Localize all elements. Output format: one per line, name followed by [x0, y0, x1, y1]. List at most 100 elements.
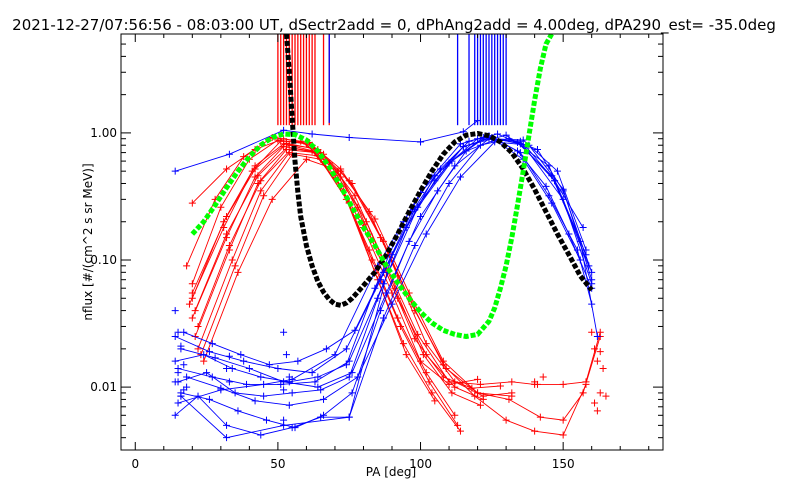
- data-point: [593, 407, 601, 415]
- data-point: [191, 307, 199, 315]
- data-point: [185, 300, 193, 308]
- data-point: [203, 369, 211, 377]
- data-point: [188, 199, 196, 207]
- data-point: [177, 342, 185, 350]
- data-point: [591, 399, 599, 407]
- data-point: [280, 143, 288, 151]
- data-point: [225, 352, 233, 360]
- data-point: [274, 365, 282, 373]
- data-point: [402, 351, 410, 359]
- data-point: [282, 139, 290, 147]
- data-point: [471, 392, 479, 400]
- data-point: [231, 262, 239, 270]
- data-point: [171, 307, 179, 315]
- data-point: [288, 424, 296, 432]
- data-point: [425, 378, 433, 386]
- data-point: [280, 416, 288, 424]
- data-point: [314, 373, 322, 381]
- data-point: [536, 413, 544, 421]
- data-point: [322, 345, 330, 353]
- data-point: [171, 378, 179, 386]
- data-point: [285, 373, 293, 381]
- data-point: [200, 357, 208, 365]
- data-point: [417, 357, 425, 365]
- data-point: [225, 150, 233, 158]
- data-point: [345, 357, 353, 365]
- data-point: [382, 289, 390, 297]
- data-point: [456, 427, 464, 435]
- data-point: [593, 357, 601, 365]
- extra-points-blue_group: [171, 307, 293, 424]
- data-point: [445, 159, 453, 167]
- data-point: [277, 380, 285, 388]
- data-point: [474, 389, 482, 397]
- data-point: [445, 179, 453, 187]
- data-point: [476, 380, 484, 388]
- data-point: [596, 348, 604, 356]
- data-point: [194, 322, 202, 330]
- data-point: [208, 373, 216, 381]
- data-point: [260, 192, 268, 200]
- data-point: [476, 401, 484, 409]
- data-point: [505, 395, 513, 403]
- data-point: [223, 165, 231, 173]
- data-point: [237, 351, 245, 359]
- data-point: [311, 378, 319, 386]
- data-point: [320, 395, 328, 403]
- data-point: [205, 395, 213, 403]
- data-point: [422, 369, 430, 377]
- x-tick-label: 0: [131, 457, 139, 471]
- data-point: [588, 328, 596, 336]
- extra-points-red_group: [531, 328, 610, 415]
- data-point: [180, 361, 188, 369]
- data-point: [345, 373, 353, 381]
- data-point: [188, 294, 196, 302]
- data-point: [174, 369, 182, 377]
- y-tick-label: 0.01: [90, 380, 117, 394]
- data-point: [508, 378, 516, 386]
- data-point: [177, 392, 185, 400]
- data-point: [251, 397, 259, 405]
- fit-curve-green_fit: [190, 34, 554, 339]
- plot-area: [171, 34, 610, 442]
- data-point: [280, 126, 288, 134]
- data-point: [602, 392, 610, 400]
- data-point: [217, 386, 225, 394]
- data-point: [559, 380, 567, 388]
- data-point: [234, 407, 242, 415]
- data-point: [228, 256, 236, 264]
- data-point: [442, 365, 450, 373]
- data-point: [342, 345, 350, 353]
- data-point: [225, 378, 233, 386]
- data-point: [451, 162, 459, 170]
- data-point: [451, 411, 459, 419]
- data-point: [183, 262, 191, 270]
- data-point: [422, 230, 430, 238]
- x-tick-label: 100: [409, 457, 432, 471]
- data-point: [591, 345, 599, 353]
- data-point: [542, 182, 550, 190]
- data-point: [474, 135, 482, 143]
- data-point: [280, 328, 288, 336]
- chart-title: 2021-12-27/07:56:56 - 08:03:00 UT, dSect…: [12, 16, 776, 35]
- data-point: [205, 348, 213, 356]
- data-point: [576, 237, 584, 245]
- data-point: [593, 333, 601, 341]
- data-point: [174, 399, 182, 407]
- data-line: [180, 138, 593, 439]
- data-point: [257, 187, 265, 195]
- x-axis: 0 50 100 150: [131, 34, 650, 471]
- data-point: [262, 416, 270, 424]
- data-point: [479, 395, 487, 403]
- data-point: [474, 375, 482, 383]
- data-point: [171, 167, 179, 175]
- y-axis-label: nflux [#/(cm^2 s sr MeV)]: [81, 163, 95, 320]
- data-point: [348, 369, 356, 377]
- data-point: [314, 383, 322, 391]
- data-point: [274, 136, 282, 144]
- data-point: [171, 357, 179, 365]
- data-point: [502, 131, 510, 139]
- data-line: [194, 149, 458, 426]
- x-tick-label: 150: [552, 457, 575, 471]
- data-point: [285, 401, 293, 409]
